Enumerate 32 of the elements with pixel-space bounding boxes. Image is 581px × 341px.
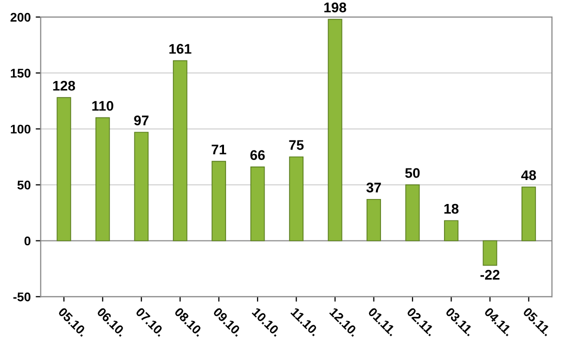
data-label: 128 [53,80,76,91]
bar [405,184,420,242]
y-tick-label: 150 [10,68,30,78]
y-tick-label: -50 [13,292,30,302]
bar [289,156,304,242]
data-label: -22 [480,270,500,280]
data-label: 48 [521,170,536,180]
bar [482,240,498,266]
bar [250,166,265,242]
bar [56,97,72,242]
y-tick-label: 200 [10,12,30,22]
data-label: 50 [405,168,420,178]
bar [134,132,149,242]
bar [522,186,536,242]
y-tick-label: 0 [24,236,30,246]
bar [328,18,342,242]
data-label: 198 [324,2,346,12]
data-label: 110 [92,100,114,111]
bar [172,60,188,242]
y-tick-label: 50 [17,180,30,190]
data-label: 97 [134,116,148,126]
bar [95,117,110,242]
bar [444,220,458,242]
data-label: 75 [289,140,304,150]
data-label: 71 [212,144,226,154]
y-tick-label: 100 [10,124,30,134]
data-label: 66 [250,150,265,160]
bar [366,198,381,242]
data-label: 161 [169,44,192,54]
bar [212,160,226,242]
data-label: 37 [366,182,381,192]
data-label: 18 [444,204,459,214]
